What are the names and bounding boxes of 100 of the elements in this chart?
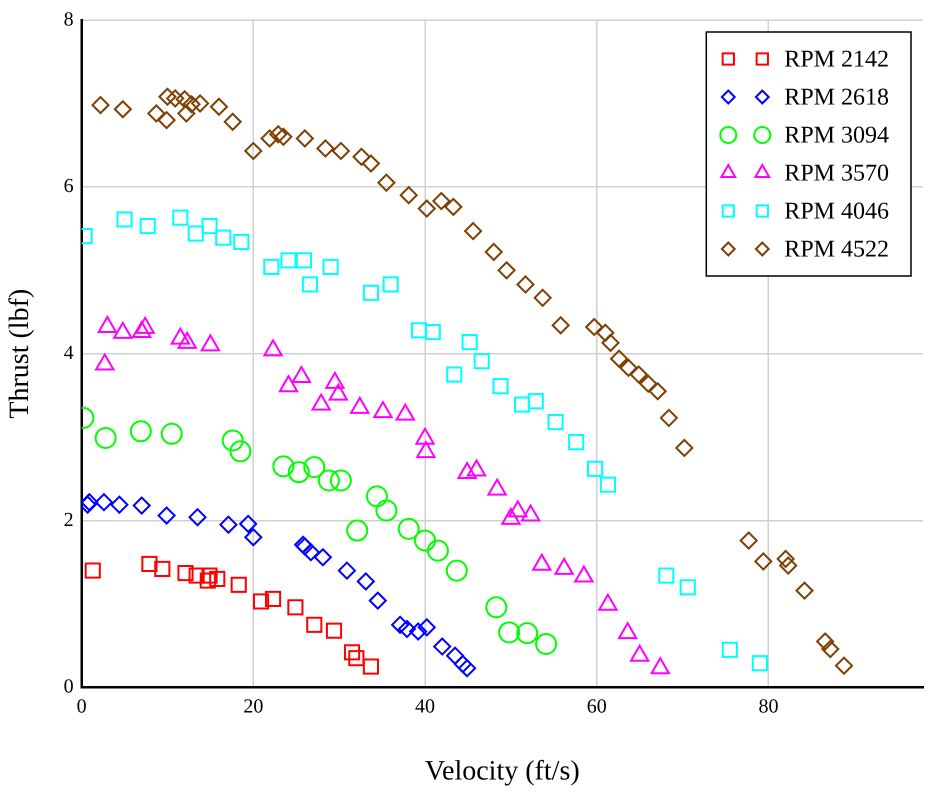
point: [219, 516, 238, 534]
point: [586, 460, 604, 477]
point: [485, 596, 508, 618]
point: [158, 506, 176, 525]
point: [610, 350, 628, 368]
x-tick-label: 60: [586, 696, 607, 718]
point: [776, 550, 795, 568]
point: [332, 142, 350, 160]
point: [366, 485, 388, 508]
point: [464, 222, 482, 240]
point: [414, 530, 436, 552]
point: [94, 493, 113, 512]
point: [585, 318, 604, 336]
point: [426, 540, 449, 562]
point: [352, 148, 370, 166]
point: [424, 324, 441, 340]
point: [568, 434, 584, 450]
point: [600, 476, 616, 493]
point: [338, 562, 356, 580]
point: [346, 520, 368, 542]
point: [821, 640, 840, 658]
point: [269, 125, 288, 144]
point: [147, 104, 166, 122]
point: [348, 650, 364, 666]
point: [302, 276, 318, 293]
point: [287, 599, 304, 616]
point: [547, 414, 564, 430]
point: [209, 570, 226, 588]
point: [514, 396, 530, 413]
point: [314, 548, 332, 566]
point: [177, 104, 196, 122]
point: [410, 322, 428, 338]
point: [176, 90, 194, 108]
point: [620, 358, 638, 377]
point: [210, 98, 228, 116]
point: [660, 408, 678, 427]
point: [264, 590, 282, 608]
point: [110, 496, 128, 514]
point: [201, 218, 218, 234]
point: [303, 456, 326, 478]
point: [454, 655, 472, 674]
x-tick-label: 20: [243, 696, 264, 718]
point: [382, 276, 399, 293]
point: [630, 366, 648, 384]
point: [182, 95, 200, 114]
point: [528, 393, 544, 410]
point: [516, 275, 534, 294]
point: [141, 556, 158, 572]
point: [722, 642, 738, 658]
point: [362, 284, 380, 301]
point: [779, 556, 798, 575]
point: [84, 562, 101, 579]
point: [252, 593, 270, 610]
point: [418, 200, 436, 218]
point: [154, 560, 170, 578]
point: [362, 154, 380, 172]
point: [177, 565, 194, 582]
point: [648, 382, 667, 400]
point: [215, 230, 232, 246]
point: [140, 218, 156, 234]
point: [188, 568, 205, 584]
point: [114, 100, 132, 118]
point: [398, 518, 420, 540]
point: [639, 374, 658, 393]
point: [498, 621, 520, 644]
point: [433, 638, 452, 656]
point: [796, 582, 814, 600]
point: [492, 378, 509, 394]
point: [132, 496, 151, 515]
point: [752, 655, 768, 672]
point: [263, 258, 280, 276]
point: [201, 568, 218, 584]
point: [326, 622, 342, 639]
point: [418, 618, 436, 636]
legend-label: RPM 3570: [784, 160, 890, 186]
point: [280, 252, 297, 268]
point: [375, 500, 398, 522]
legend-label: RPM 4046: [784, 198, 890, 224]
point: [160, 422, 183, 445]
point: [222, 429, 244, 452]
point: [244, 528, 262, 546]
point: [368, 592, 387, 610]
point: [260, 129, 279, 148]
point: [446, 646, 464, 665]
point: [377, 174, 396, 192]
legend-label: RPM 4522: [784, 236, 890, 262]
point: [835, 656, 854, 675]
point: [534, 288, 552, 307]
point: [816, 632, 834, 651]
point: [200, 572, 216, 589]
point: [398, 620, 416, 638]
point: [318, 470, 340, 492]
point: [391, 616, 410, 634]
legend-label: RPM 2142: [784, 46, 890, 72]
point: [316, 139, 334, 158]
point: [306, 616, 322, 633]
point: [754, 552, 772, 570]
y-tick-label: 4: [64, 342, 74, 364]
point: [158, 111, 176, 130]
x-tick-label: 40: [415, 696, 436, 718]
